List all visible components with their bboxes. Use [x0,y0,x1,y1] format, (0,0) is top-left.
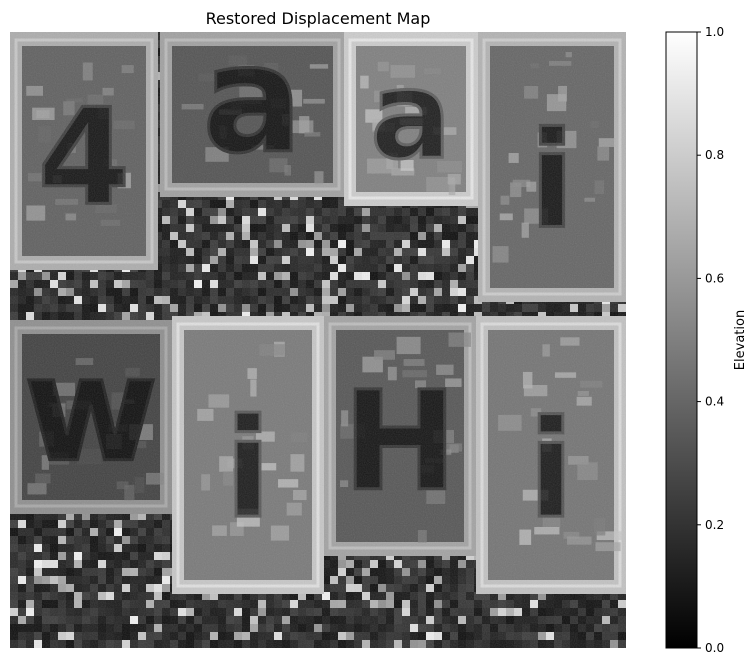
colorbar: 0.0 0.2 0.4 0.6 0.8 1.0 Elevation [666,25,748,655]
colorbar-tick-label: 0.6 [705,271,724,285]
colorbar-tick-label: 0.0 [705,641,724,655]
colorbar-fill [666,32,697,648]
colorbar-ticks: 0.0 0.2 0.4 0.6 0.8 1.0 [697,25,724,655]
grain-overlay [10,32,626,648]
colorbar-tick-label: 0.4 [705,395,724,409]
colorbar-tick-label: 1.0 [705,25,724,39]
chart-title: Restored Displacement Map [206,9,431,28]
colorbar-tick-label: 0.8 [705,148,724,162]
colorbar-label: Elevation [733,310,748,370]
colorbar-tick-label: 0.2 [705,518,724,532]
